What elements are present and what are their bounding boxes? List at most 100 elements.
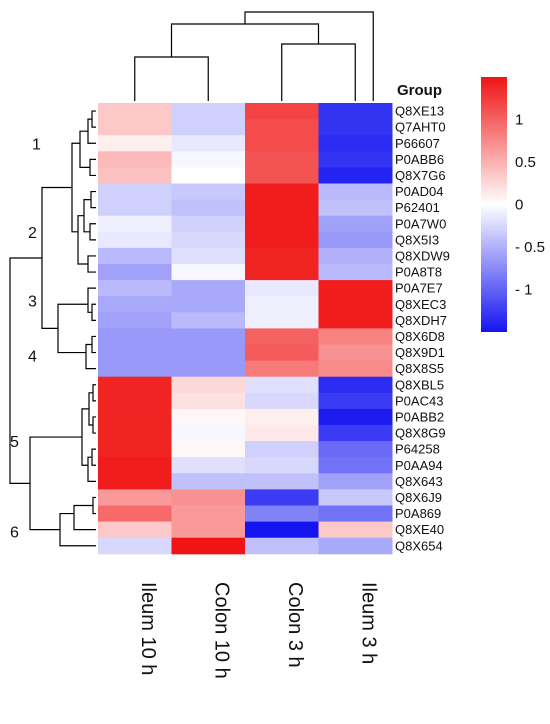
dendrogram-branch	[85, 343, 96, 370]
row-label: P0A7E7	[395, 281, 443, 296]
colorbar-tick-label: - 1	[515, 282, 533, 299]
heatmap-cell	[171, 231, 246, 249]
heatmap-cell	[171, 312, 246, 329]
heatmap-cell	[245, 425, 319, 442]
heatmap-cell	[318, 360, 393, 378]
heatmap-cell	[245, 312, 319, 329]
heatmap-cell	[318, 441, 393, 458]
dendrogram-branch	[281, 43, 356, 101]
heatmap-cell	[318, 392, 393, 410]
heatmap-cell	[98, 505, 172, 523]
heatmap-cell	[245, 376, 319, 394]
dendrogram-branch	[77, 215, 88, 265]
heatmap-cell	[318, 473, 393, 490]
dendrogram-branch	[244, 11, 374, 101]
heatmap-cell	[245, 537, 319, 555]
heatmap-cell	[98, 392, 172, 410]
dendrogram-branch	[89, 223, 96, 241]
heatmap-cell	[245, 360, 319, 378]
heatmap-cells	[98, 103, 393, 555]
heatmap-cell	[245, 135, 319, 152]
row-label: P0A8T8	[395, 265, 442, 280]
heatmap-cell	[98, 473, 172, 490]
heatmap-cell	[318, 135, 393, 152]
dendrogram-branch	[91, 303, 96, 321]
heatmap-cell	[98, 135, 172, 152]
cluster-label: 5	[10, 434, 19, 451]
dendrogram-branch	[79, 130, 90, 168]
heatmap-cell	[171, 280, 246, 297]
cluster-labels: 1 2 3 4 5 6	[10, 136, 41, 541]
heatmap-cell	[318, 231, 393, 249]
heatmap-cell	[245, 183, 319, 201]
heatmap-cell	[318, 264, 393, 281]
heatmap-cell	[171, 151, 246, 168]
dendrogram-branch	[41, 186, 72, 329]
dendrogram-branch	[170, 23, 320, 57]
heatmap-cell	[98, 376, 172, 394]
column-label: Ileum 3 h	[357, 582, 379, 664]
row-label: Q8X5I3	[395, 232, 439, 247]
heatmap-cell	[318, 296, 393, 313]
heatmap-cell	[171, 328, 246, 345]
dendrogram-branch	[92, 384, 96, 402]
heatmap-cell	[318, 344, 393, 362]
dendrogram-branch	[57, 303, 88, 354]
heatmap-cell	[98, 151, 172, 168]
heatmap-cell	[171, 392, 246, 410]
heatmap-cell	[171, 441, 246, 458]
heatmap-cell	[318, 376, 393, 394]
heatmap-cell	[98, 296, 172, 313]
heatmap-cell	[98, 537, 172, 555]
cluster-label: 3	[28, 293, 37, 310]
heatmap-cell	[98, 247, 172, 265]
colorbar-tick-label: 0	[515, 197, 523, 214]
dendrogram-branch	[91, 448, 96, 466]
row-label: Q8X643	[395, 474, 443, 489]
dendrogram-branch	[71, 142, 80, 233]
heatmap-cell	[98, 489, 172, 506]
column-label: Colon 3 h	[284, 582, 306, 668]
heatmap-cell	[171, 521, 246, 539]
heatmap-cell	[318, 183, 393, 201]
dendrogram-branch	[87, 287, 96, 313]
heatmap-cell	[318, 312, 393, 329]
row-label: P0ABB6	[395, 152, 444, 167]
heatmap-cell	[318, 247, 393, 265]
heatmap-cell	[171, 473, 246, 490]
heatmap-cell	[171, 183, 246, 201]
heatmap-cell	[171, 167, 246, 184]
heatmap-cell	[245, 103, 319, 120]
heatmap-cell	[171, 537, 246, 555]
column-labels: Ileum 10 h Colon 10 h Colon 3 h Ileum 3 h	[137, 582, 380, 679]
dendrogram-branch	[91, 335, 96, 354]
heatmap-cell	[245, 280, 319, 297]
cluster-label: 6	[10, 525, 19, 542]
row-label: P0AC43	[395, 393, 443, 408]
heatmap-cell	[318, 280, 393, 297]
row-label: P62401	[395, 200, 440, 215]
heatmap-cell	[245, 119, 319, 136]
colorbar-tick-label: - 0.5	[515, 239, 545, 256]
colorbar-tick-label: 0.5	[515, 154, 536, 171]
legend-title: Group	[397, 82, 442, 99]
heatmap-cell	[318, 457, 393, 474]
heatmap-cell	[98, 344, 172, 362]
heatmap-cell	[98, 328, 172, 345]
heatmap-cell	[245, 441, 319, 458]
heatmap-cell	[98, 167, 172, 184]
dendrogram-branch	[91, 110, 96, 128]
row-label: Q8XE13	[395, 104, 444, 119]
row-label: Q8X8G9	[395, 426, 446, 441]
heatmap-cell	[171, 199, 246, 217]
heatmap-cell	[318, 425, 393, 442]
heatmap-cell	[171, 489, 246, 506]
heatmap-cell	[245, 457, 319, 474]
heatmap-cell	[318, 521, 393, 539]
heatmap-cell	[98, 215, 172, 233]
heatmap-cell	[98, 103, 172, 120]
row-label: Q8XDW9	[395, 248, 450, 263]
heatmap-cell	[98, 521, 172, 539]
heatmap-cell	[245, 167, 319, 184]
